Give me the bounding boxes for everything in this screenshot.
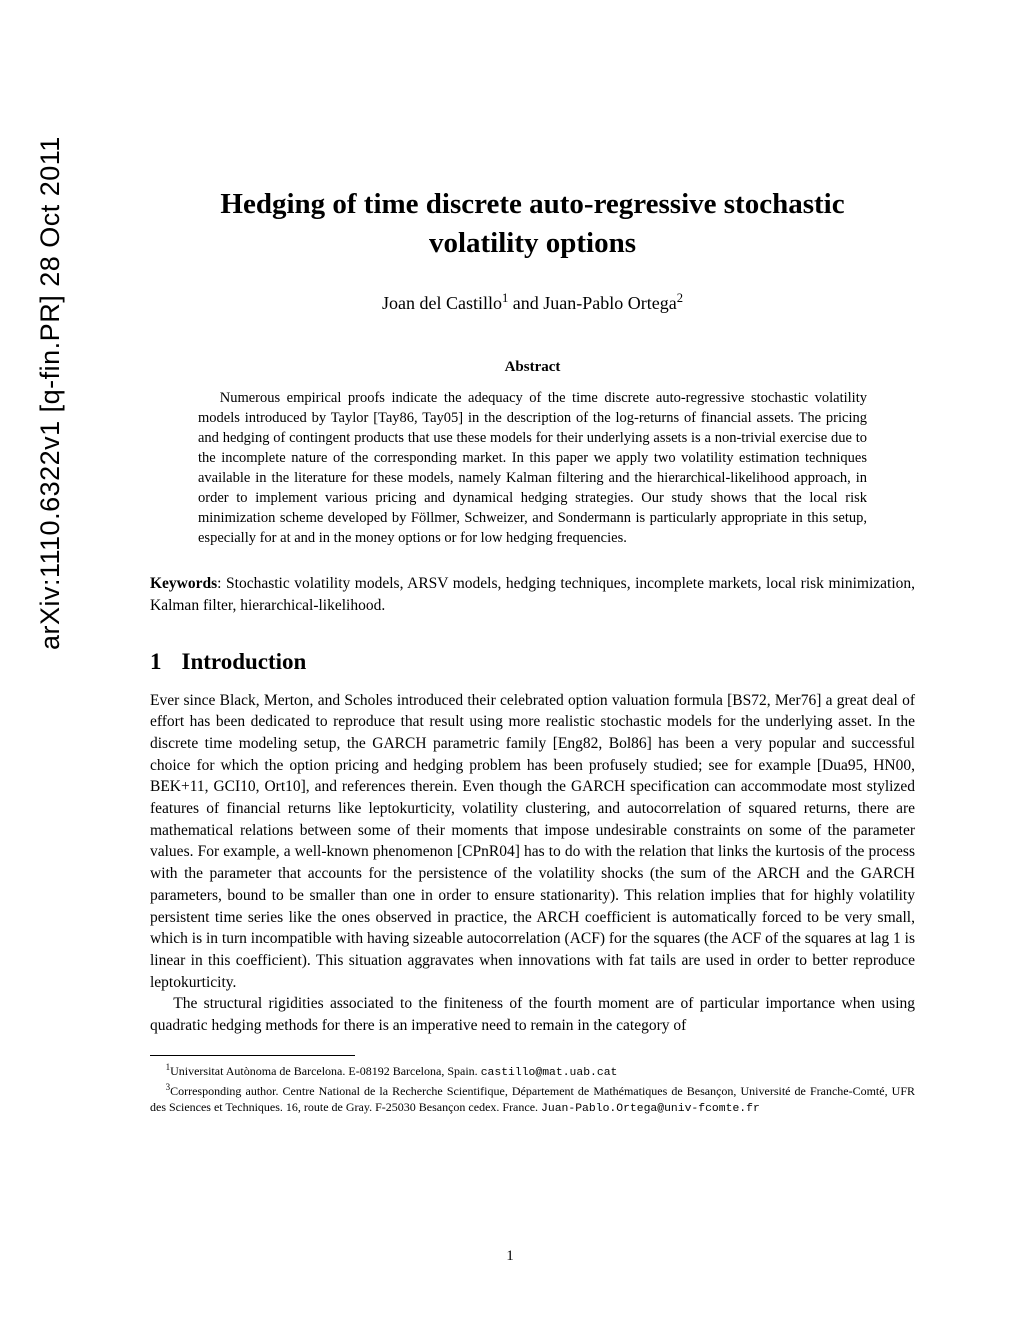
keywords-text: : Stochastic volatility models, ARSV mod…: [150, 575, 915, 614]
body-paragraph-1: Ever since Black, Merton, and Scholes in…: [150, 690, 915, 994]
section-title: Introduction: [182, 649, 307, 674]
section-heading: 1 Introduction: [150, 649, 915, 675]
page-number: 1: [0, 1248, 1020, 1265]
authors-line: Joan del Castillo1 and Juan-Pablo Ortega…: [150, 291, 915, 314]
footnote-1: 1Universitat Autònoma de Barcelona. E-08…: [150, 1061, 915, 1081]
page-content: Hedging of time discrete auto-regressive…: [150, 185, 915, 1118]
author-1: Joan del Castillo: [382, 293, 502, 313]
footnote-2: 3Corresponding author. Centre National d…: [150, 1081, 915, 1118]
footnote-rule: [150, 1055, 355, 1056]
arxiv-stamp: arXiv:1110.6322v1 [q-fin.PR] 28 Oct 2011: [35, 136, 66, 650]
title-line-1: Hedging of time discrete auto-regressive…: [220, 188, 844, 220]
body-paragraph-2: The structural rigidities associated to …: [150, 993, 915, 1036]
footnote-1-email: castillo@mat.uab.cat: [481, 1067, 618, 1079]
footnote-2-email: Juan-Pablo.Ortega@univ-fcomte.fr: [541, 1103, 760, 1115]
abstract-heading: Abstract: [150, 359, 915, 376]
title-line-2: volatility options: [429, 227, 636, 259]
footnote-2-text: Corresponding author. Centre National de…: [150, 1084, 915, 1114]
author-2: Juan-Pablo Ortega: [543, 293, 676, 313]
authors-conj: and: [508, 293, 543, 313]
keywords: Keywords: Stochastic volatility models, …: [150, 573, 915, 616]
abstract-body: Numerous empirical proofs indicate the a…: [198, 388, 867, 548]
footnote-1-text: Universitat Autònoma de Barcelona. E-081…: [170, 1064, 481, 1078]
author-2-sup: 2: [677, 291, 683, 305]
keywords-label: Keywords: [150, 575, 217, 592]
paper-title: Hedging of time discrete auto-regressive…: [150, 185, 915, 263]
section-number: 1: [150, 649, 162, 674]
